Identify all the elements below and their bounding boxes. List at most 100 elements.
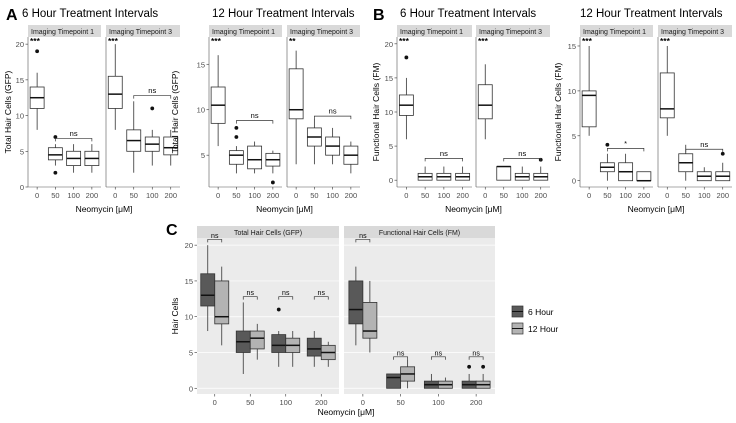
facet-1: Imaging Timepoint 10 50 100 200****	[579, 25, 653, 200]
x-tick-label: 50	[396, 398, 404, 407]
y-axis-label: Functional Hair Cells (FM)	[553, 62, 563, 161]
significance-label: ns	[282, 290, 290, 297]
facet-2: Imaging Timepoint 3 0 50 100 200 *** ns	[105, 25, 180, 200]
y-tick-label: 5	[189, 348, 193, 357]
x-axis-label: Neomycin [μM]	[628, 204, 685, 214]
chart-functional-hair-cells-12h: 12 Hour Treatment Intervals 0 5 10 15 Functio…	[553, 8, 732, 214]
x-axis-label: Neomycin [μM]	[256, 204, 313, 214]
y-axis-label: Total Hair Cells (GFP)	[3, 71, 13, 154]
chart-total-hair-cells-6h: 6 Hour Treatment Intervals 0 5 10 15 20 Total …	[3, 8, 180, 214]
box-50-box	[47, 147, 63, 161]
box-0-box	[659, 72, 675, 119]
box-50-box	[496, 166, 512, 181]
x-tick-label: 50	[232, 191, 240, 200]
x-tick-label: 0	[113, 191, 117, 200]
y-tick-label: 5	[201, 151, 205, 160]
box-6h-0-box	[348, 280, 364, 325]
chart-title: 12 Hour Treatment Intervals	[580, 8, 723, 20]
box-100-box	[247, 145, 263, 170]
facet-2: Imaging Timepoint 3 0 50 100 200 *** ns	[657, 25, 732, 200]
significance-bracket	[393, 356, 408, 360]
x-tick-label: 100	[279, 398, 292, 407]
x-tick-label: 200	[315, 398, 328, 407]
facet-strip	[106, 25, 180, 37]
x-tick-label: 50	[310, 191, 318, 200]
significance-bracket	[236, 120, 274, 124]
x-tick-label: 50	[500, 191, 508, 200]
significance-bracket	[503, 158, 542, 162]
box-12h-0-box	[214, 280, 230, 325]
y-axis-label: Hair Cells	[170, 298, 180, 335]
x-tick-label: 0	[294, 191, 298, 200]
significance-bracket	[468, 356, 484, 360]
box-200-outlier-0	[270, 180, 275, 185]
facet-strip-label: Imaging Timepoint 1	[31, 29, 94, 36]
significance-bracket	[431, 356, 446, 360]
box-50-outlier-0	[53, 135, 58, 139]
facet-strip	[476, 25, 550, 37]
x-tick-label: 200	[534, 191, 547, 200]
significance-label: ns	[472, 350, 480, 357]
facet-1: Imaging Timepoint 1 0 50 100 200 *** ns	[396, 25, 472, 200]
box-12h-0-box	[362, 302, 378, 339]
x-axis-label: Neomycin [μM]	[445, 204, 502, 214]
facet-strip-label: Imaging Timepoint 1	[400, 29, 463, 36]
x-tick-label: 50	[603, 191, 611, 200]
facet-strip-label: Imaging Timepoint 1	[583, 29, 646, 36]
significance-label: ns	[700, 140, 708, 149]
y-tick-label: 10	[568, 87, 576, 96]
chart-functional-hair-cells-6h: 6 Hour Treatment Intervals 0 5 10 15 20 Functi…	[371, 8, 550, 214]
x-axis-label: Neomycin [μM]	[76, 204, 133, 214]
x-tick-label: 100	[698, 191, 711, 200]
x-tick-label: 200	[345, 191, 358, 200]
significance-label: ns	[247, 290, 255, 297]
panel-letter-c: C	[166, 222, 178, 239]
y-axis-label: Total Hair Cells (GFP)	[170, 71, 180, 154]
y-tick-label: 20	[185, 241, 193, 250]
significance-bracket	[314, 115, 352, 120]
facet-strip-label: Functional Hair Cells (FM)	[379, 230, 460, 237]
box-0-box	[288, 68, 304, 120]
box-12h-50-box	[249, 330, 265, 350]
y-tick-label: 5	[20, 147, 24, 156]
box-6h-200-box	[306, 337, 322, 357]
facet-strip-label: Imaging Timepoint 3	[479, 29, 542, 36]
box-6h-0-box	[200, 273, 216, 307]
x-tick-label: 100	[67, 191, 80, 200]
box-0-box	[581, 90, 597, 128]
significance-bracket	[685, 148, 724, 153]
x-tick-label: 100	[438, 191, 451, 200]
y-tick-label: 5	[572, 132, 576, 141]
x-tick-label: 200	[638, 191, 651, 200]
box-50-outlier-0	[234, 135, 239, 139]
significance-label: ns	[329, 107, 337, 116]
significance-bracket	[607, 148, 645, 152]
significance-bracket	[313, 296, 329, 300]
legend-label: 6 Hour	[528, 307, 554, 317]
facet-strip-label: Imaging Timepoint 3	[661, 29, 724, 36]
significance-label: ns	[148, 86, 156, 95]
x-tick-label: 200	[86, 191, 99, 200]
significance-label: ns	[397, 350, 405, 357]
y-tick-label: 0	[389, 176, 393, 185]
y-tick-label: 15	[185, 277, 193, 286]
x-tick-label: 0	[665, 191, 669, 200]
facet-2: Functional Hair Cells (FM) 0 50 100 200 ns ns n…	[344, 226, 495, 407]
x-tick-label: 100	[326, 191, 339, 200]
y-tick-label: 15	[197, 60, 205, 69]
y-tick-label: 15	[385, 74, 393, 83]
facet-strip-label: Imaging Timepoint 3	[109, 29, 172, 36]
box-12h-200-outlier-0	[481, 364, 486, 369]
box-50-outlier-1	[234, 126, 239, 130]
box-6h-200-outlier-0	[467, 364, 472, 369]
box-6h-50-box	[386, 373, 402, 389]
significance-label: ***	[582, 36, 593, 46]
x-tick-label: 200	[716, 191, 729, 200]
significance-label: **	[289, 36, 296, 46]
significance-label: ns	[251, 111, 259, 120]
facet-strip-label: Imaging Timepoint 3	[290, 29, 353, 36]
significance-bracket	[207, 239, 223, 243]
plot-area	[106, 37, 180, 187]
box-200-outlier-0	[720, 151, 725, 156]
